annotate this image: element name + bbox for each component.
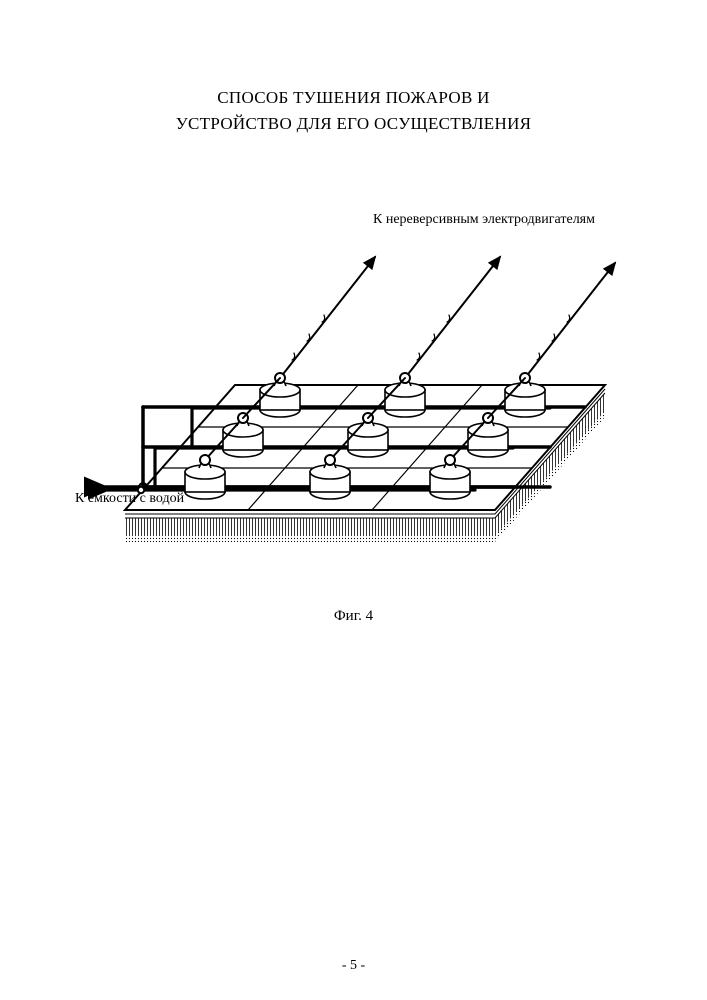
title-line-2: УСТРОЙСТВО ДЛЯ ЕГО ОСУЩЕСТВЛЕНИЯ [0,111,707,137]
diagram-svg [95,210,615,570]
figure-caption: Фиг. 4 [0,608,707,625]
label-motors: К нереверсивным электродвигателям [373,212,595,228]
title-line-1: СПОСОБ ТУШЕНИЯ ПОЖАРОВ И [0,85,707,111]
page-number: - 5 - [0,958,707,974]
document-title: СПОСОБ ТУШЕНИЯ ПОЖАРОВ И УСТРОЙСТВО ДЛЯ … [0,0,707,136]
figure-4: К нереверсивным электродвигателям К емко… [95,210,615,570]
label-water-tank: К емкости с водой [75,490,185,508]
